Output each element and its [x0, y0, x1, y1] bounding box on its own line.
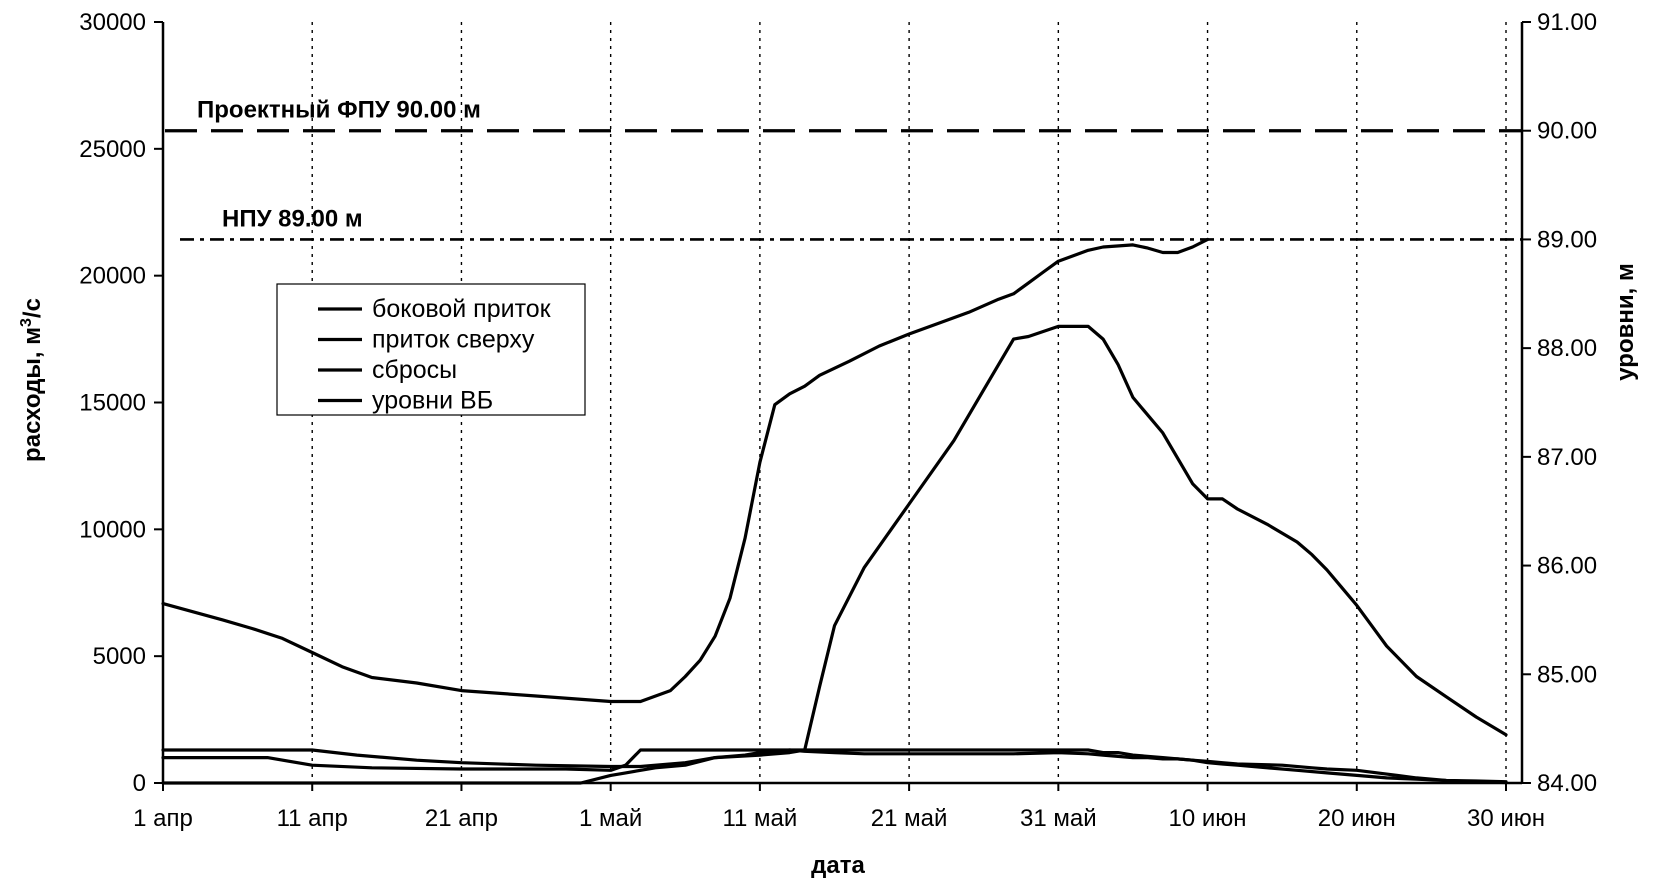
y-axis-title-main: расходы, м [19, 327, 46, 462]
series-layer [161, 237, 1508, 785]
axes [154, 21, 1531, 791]
y2-tick-label-3: 87.00 [1537, 444, 1597, 471]
legend-label-0: боковой приток [372, 295, 552, 323]
y-tick-label-5: 25000 [79, 136, 146, 163]
x-axis-title: дата [811, 852, 865, 879]
reference-label-1: НПУ 89.00 м [222, 205, 363, 232]
x-tick-label-2: 21 апр [425, 805, 498, 832]
series-line-3 [161, 237, 1210, 704]
y2-tick-label-0: 84.00 [1537, 770, 1597, 797]
reference-lines: Проектный ФПУ 90.00 м НПУ 89.00 м [165, 97, 1522, 241]
y-tick-label-4: 20000 [79, 263, 146, 290]
legend-label-1: приток сверху [372, 326, 535, 354]
x-tick-label-5: 21 май [871, 805, 948, 832]
x-tick-label-3: 1 май [579, 805, 642, 832]
y-axis-title-tail: /с [19, 298, 46, 318]
legend-label-2: сбросы [372, 356, 457, 384]
x-tick-label-1: 11 апр [277, 805, 348, 832]
x-tick-label-0: 1 апр [133, 805, 193, 832]
x-tick-label-8: 20 июн [1318, 805, 1396, 832]
x-tick-label-4: 11 май [722, 805, 797, 832]
y-tick-label-2: 10000 [79, 516, 146, 543]
y2-tick-label-2: 86.00 [1537, 553, 1597, 580]
x-tick-label-9: 30 июн [1467, 805, 1545, 832]
y-axis-title-sup: 3 [18, 318, 35, 327]
y2-tick-label-5: 89.00 [1537, 226, 1597, 253]
y2-axis-title: уровни, м [1612, 263, 1639, 380]
y-tick-label-6: 30000 [79, 9, 146, 36]
reference-label-0: Проектный ФПУ 90.00 м [197, 97, 481, 124]
y-tick-label-1: 5000 [93, 643, 146, 670]
y2-tick-label-7: 91.00 [1537, 9, 1597, 36]
legend-box [276, 283, 586, 416]
y-axis-title: расходы, м3/с [18, 298, 46, 462]
y-tick-label-3: 15000 [79, 390, 146, 417]
series-line-2 [161, 324, 1508, 785]
y2-tick-label-1: 85.00 [1537, 661, 1597, 688]
series-line-0 [161, 748, 1508, 785]
x-tick-label-7: 10 июн [1169, 805, 1247, 832]
grid-lines [311, 22, 1507, 783]
y2-tick-label-6: 90.00 [1537, 118, 1597, 145]
y2-tick-label-4: 88.00 [1537, 335, 1597, 362]
series-line-1 [161, 748, 1508, 784]
tick-labels: 1 апр 11 апр 21 апр 1 май 11 май 21 май 31 май… [79, 9, 1597, 832]
legend-label-3: уровни ВБ [372, 387, 493, 415]
y-tick-label-0: 0 [133, 770, 146, 797]
x-tick-label-6: 31 май [1020, 805, 1097, 832]
